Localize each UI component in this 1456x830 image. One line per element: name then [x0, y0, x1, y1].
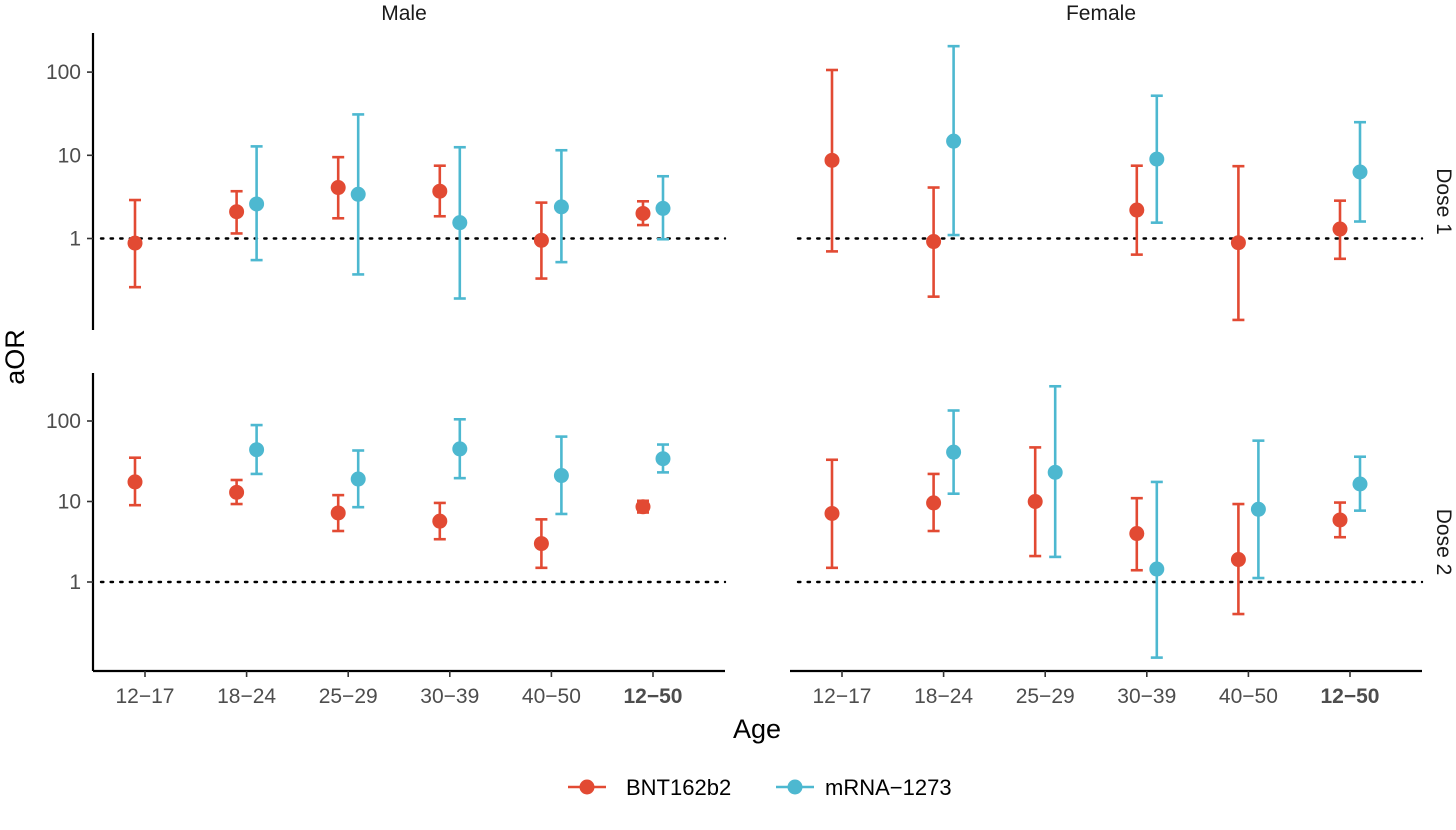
legend-item-mrna-1273: mRNA−1273	[776, 775, 952, 800]
point-mrna-1273-male-dose-1-12-50	[655, 200, 671, 216]
y-tick-label: 100	[46, 61, 81, 84]
row-strip-label: Dose 2	[1432, 509, 1455, 576]
point-mrna-1273-male-dose-2-25-29	[350, 471, 366, 487]
point-bnt162b2-male-dose-1-12-50	[635, 205, 651, 221]
point-mrna-1273-male-dose-1-30-39	[452, 215, 468, 231]
point-mrna-1273-female-dose-2-30-39	[1149, 561, 1165, 577]
point-bnt162b2-female-dose-1-18-24	[926, 234, 942, 250]
point-bnt162b2-female-dose-2-30-39	[1129, 526, 1145, 542]
x-tick-label: 12−50	[1321, 685, 1380, 708]
point-mrna-1273-male-dose-2-18-24	[249, 442, 265, 458]
point-bnt162b2-male-dose-2-25-29	[330, 505, 346, 521]
point-bnt162b2-male-dose-1-12-17	[127, 235, 143, 251]
y-tick-label: 1	[69, 228, 81, 251]
point-mrna-1273-female-dose-1-12-50	[1352, 164, 1368, 180]
y-tick-label: 100	[46, 410, 81, 433]
legend-label: BNT162b2	[626, 775, 731, 800]
x-tick-label: 30−39	[420, 685, 479, 708]
point-bnt162b2-male-dose-1-25-29	[330, 180, 346, 196]
y-axis-title: aOR	[0, 329, 30, 385]
point-bnt162b2-female-dose-1-30-39	[1129, 202, 1145, 218]
point-mrna-1273-male-dose-2-40-50	[553, 468, 569, 484]
column-strip-label: Female	[1066, 2, 1136, 25]
point-mrna-1273-male-dose-1-18-24	[249, 196, 265, 212]
legend-item-bnt162b2: BNT162b2	[568, 775, 731, 800]
x-tick-label: 40−50	[1219, 685, 1278, 708]
point-bnt162b2-female-dose-1-12-50	[1332, 221, 1348, 237]
y-tick-label: 1	[69, 571, 81, 594]
point-mrna-1273-female-dose-2-40-50	[1250, 501, 1266, 517]
point-bnt162b2-male-dose-2-12-17	[127, 474, 143, 490]
point-bnt162b2-female-dose-1-40-50	[1230, 235, 1246, 251]
point-mrna-1273-female-dose-1-18-24	[946, 133, 962, 149]
x-tick-label: 25−29	[319, 685, 378, 708]
point-mrna-1273-male-dose-1-40-50	[553, 199, 569, 215]
point-bnt162b2-female-dose-2-12-17	[824, 505, 840, 521]
column-strip-label: Male	[381, 2, 427, 25]
x-tick-label: 25−29	[1016, 685, 1075, 708]
point-bnt162b2-male-dose-2-12-50	[635, 499, 651, 515]
point-mrna-1273-male-dose-1-25-29	[350, 186, 366, 202]
y-tick-label: 10	[58, 144, 81, 167]
x-tick-label: 18−24	[217, 685, 276, 708]
x-tick-label: 18−24	[914, 685, 973, 708]
point-bnt162b2-female-dose-1-12-17	[824, 152, 840, 168]
point-bnt162b2-male-dose-1-18-24	[229, 204, 245, 220]
point-bnt162b2-female-dose-2-25-29	[1027, 494, 1043, 509]
legend-key-point	[787, 779, 803, 795]
point-bnt162b2-male-dose-1-40-50	[533, 232, 549, 248]
point-bnt162b2-female-dose-2-12-50	[1332, 512, 1348, 528]
point-mrna-1273-female-dose-2-12-50	[1352, 476, 1368, 492]
x-tick-label: 12−17	[813, 685, 872, 708]
x-tick-label: 30−39	[1117, 685, 1176, 708]
point-mrna-1273-male-dose-2-30-39	[452, 441, 468, 457]
x-tick-label: 40−50	[522, 685, 581, 708]
legend-key-point	[579, 779, 595, 795]
point-bnt162b2-male-dose-2-30-39	[432, 513, 448, 529]
point-mrna-1273-male-dose-2-12-50	[655, 451, 671, 467]
point-mrna-1273-female-dose-1-30-39	[1149, 151, 1165, 167]
point-bnt162b2-female-dose-2-40-50	[1230, 552, 1246, 568]
legend-label: mRNA−1273	[825, 775, 952, 800]
point-bnt162b2-male-dose-2-18-24	[229, 484, 245, 500]
x-axis-title: Age	[733, 714, 781, 744]
point-mrna-1273-female-dose-2-25-29	[1047, 464, 1063, 480]
point-mrna-1273-female-dose-2-18-24	[946, 444, 962, 460]
x-tick-label: 12−17	[116, 685, 175, 708]
y-tick-label: 10	[58, 491, 81, 514]
point-bnt162b2-female-dose-2-18-24	[926, 495, 942, 511]
x-tick-label: 12−50	[624, 685, 683, 708]
point-bnt162b2-male-dose-2-40-50	[533, 536, 549, 552]
point-bnt162b2-male-dose-1-30-39	[432, 183, 448, 199]
row-strip-label: Dose 1	[1432, 168, 1455, 235]
